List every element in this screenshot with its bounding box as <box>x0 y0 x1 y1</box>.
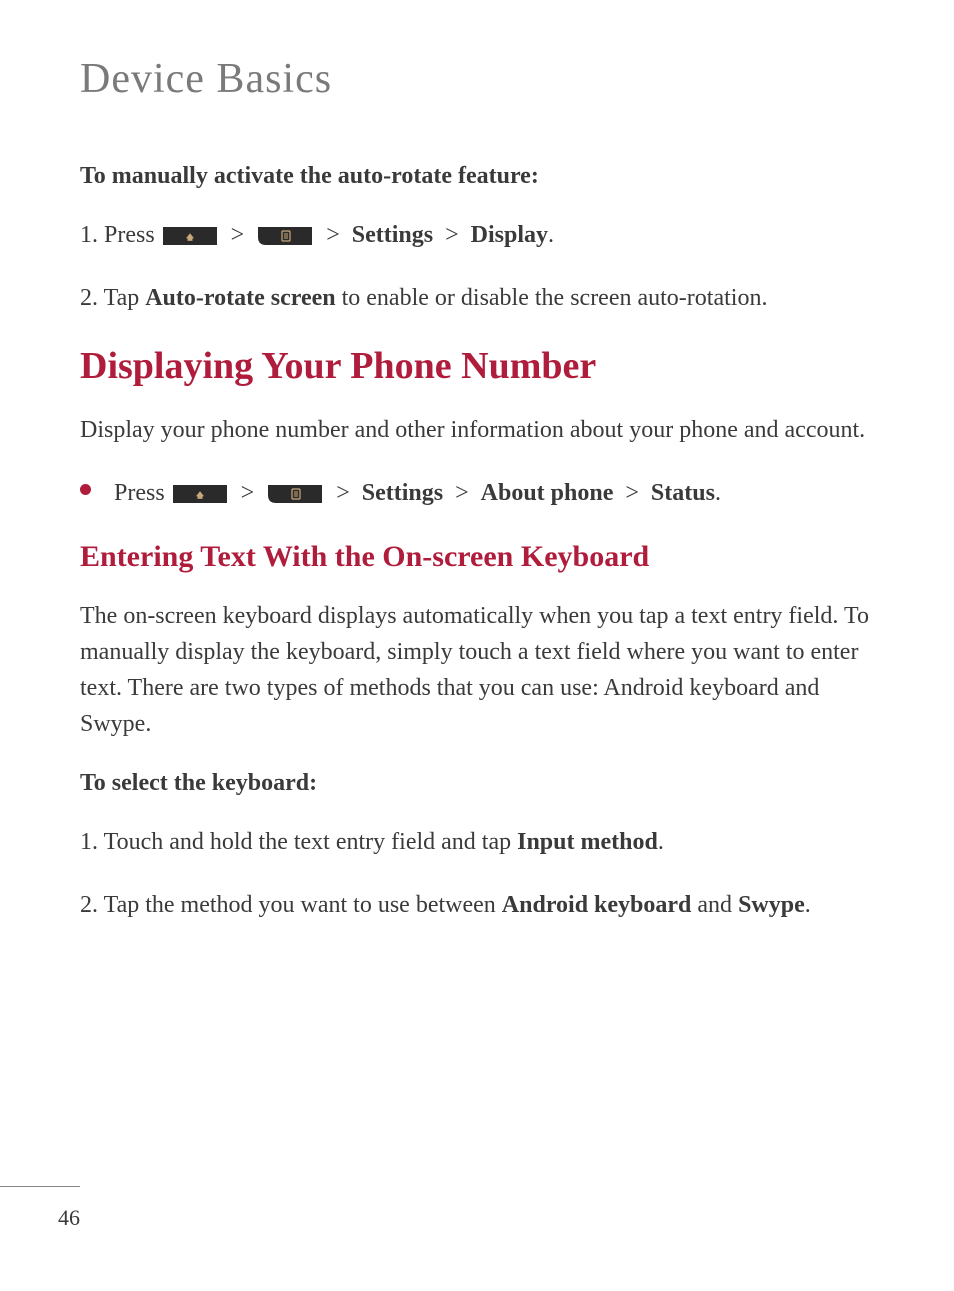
period: . <box>715 480 721 506</box>
heading-displaying-number: Displaying Your Phone Number <box>80 344 874 388</box>
period: . <box>548 222 554 248</box>
step-2: 2. Tap Auto-rotate screen to enable or d… <box>80 281 874 316</box>
android-keyboard-label: Android keyboard <box>502 892 692 918</box>
chevron-right-icon: > <box>445 222 459 248</box>
about-phone-label: About phone <box>481 480 614 506</box>
settings-label: Settings <box>352 222 433 248</box>
menu-button-icon <box>268 485 322 503</box>
home-button-icon <box>163 227 217 245</box>
kb-step-2: 2. Tap the method you want to use betwee… <box>80 888 874 923</box>
subheading-autorotate: To manually activate the auto-rotate fea… <box>80 163 874 190</box>
chevron-right-icon: > <box>455 480 469 506</box>
step-text: Press <box>104 222 161 248</box>
step-1: 1. Press > > Settings > Display. <box>80 218 874 253</box>
input-method-label: Input method <box>517 829 658 855</box>
period: . <box>658 829 664 855</box>
step-number: 2. <box>80 285 98 311</box>
menu-button-icon <box>258 227 312 245</box>
bullet-text: Press <box>114 480 171 506</box>
heading-entering-text: Entering Text With the On-screen Keyboar… <box>80 540 874 574</box>
step-text: to enable or disable the screen auto-rot… <box>336 285 768 311</box>
step-number: 2. <box>80 892 98 918</box>
chevron-right-icon: > <box>336 480 350 506</box>
chevron-right-icon: > <box>241 480 255 506</box>
auto-rotate-label: Auto-rotate screen <box>145 285 335 311</box>
step-text: and <box>691 892 738 918</box>
kb-step-1: 1. Touch and hold the text entry field a… <box>80 825 874 860</box>
body-entering-text: The on-screen keyboard displays automati… <box>80 598 874 742</box>
page-footer: 46 <box>0 1186 80 1231</box>
step-number: 1. <box>80 829 98 855</box>
period: . <box>805 892 811 918</box>
status-label: Status <box>651 480 715 506</box>
step-text: Tap <box>104 285 146 311</box>
step-text: Tap the method you want to use between <box>104 892 502 918</box>
settings-label: Settings <box>362 480 443 506</box>
chapter-title: Device Basics <box>80 55 874 103</box>
display-label: Display <box>471 222 548 248</box>
step-text: Touch and hold the text entry field and … <box>104 829 518 855</box>
bullet-icon <box>80 484 91 495</box>
swype-label: Swype <box>738 892 805 918</box>
body-displaying-number: Display your phone number and other info… <box>80 412 874 448</box>
chevron-right-icon: > <box>326 222 340 248</box>
bullet-press: Press > > Settings > About phone > Statu… <box>80 476 874 511</box>
chevron-right-icon: > <box>625 480 639 506</box>
chevron-right-icon: > <box>231 222 245 248</box>
subheading-select-keyboard: To select the keyboard: <box>80 770 874 797</box>
home-button-icon <box>173 485 227 503</box>
page-number: 46 <box>0 1205 80 1231</box>
step-number: 1. <box>80 222 98 248</box>
